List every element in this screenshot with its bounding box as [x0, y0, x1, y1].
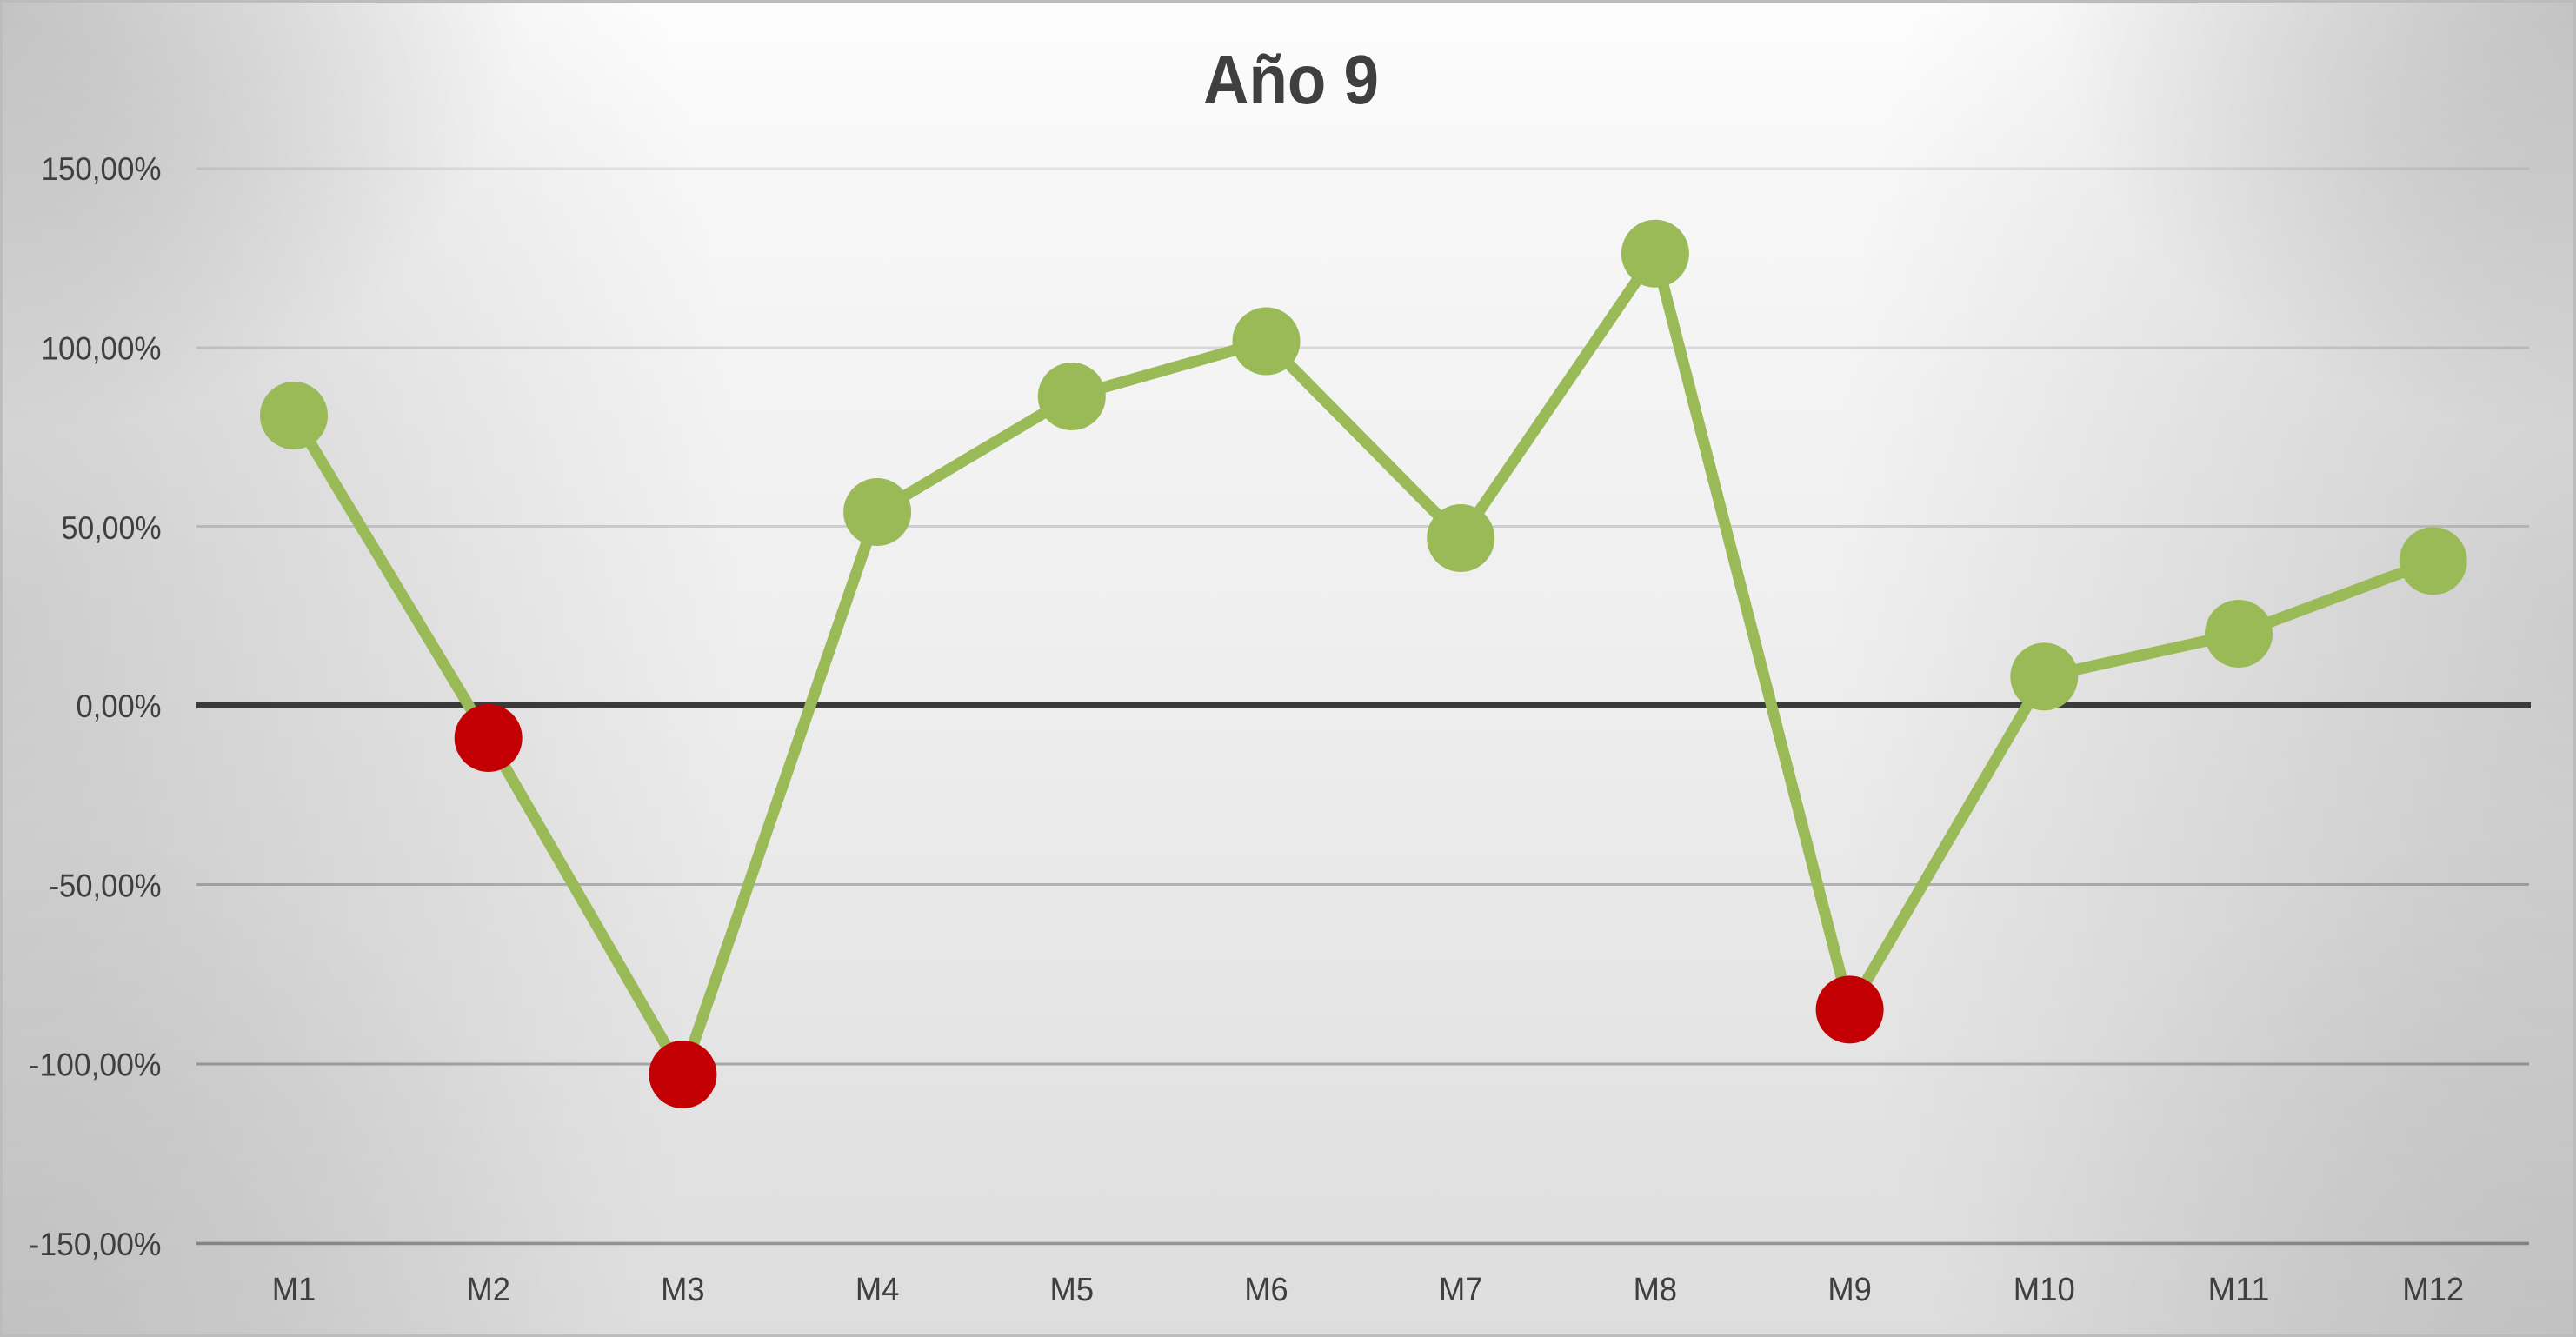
svg-text:-100,00%: -100,00% [30, 1048, 162, 1083]
svg-text:M2: M2 [466, 1272, 510, 1308]
svg-text:M3: M3 [661, 1272, 705, 1308]
svg-text:150,00%: 150,00% [42, 151, 162, 187]
svg-text:M7: M7 [1439, 1272, 1483, 1308]
svg-text:Año 9: Año 9 [1203, 41, 1379, 118]
svg-text:M12: M12 [2402, 1272, 2464, 1308]
svg-text:M8: M8 [1634, 1272, 1678, 1308]
svg-text:M1: M1 [272, 1272, 316, 1308]
svg-text:M11: M11 [2208, 1272, 2270, 1308]
svg-text:M5: M5 [1050, 1272, 1095, 1308]
svg-text:M9: M9 [1827, 1272, 1872, 1308]
svg-text:-50,00%: -50,00% [50, 868, 162, 903]
svg-text:M4: M4 [855, 1272, 900, 1308]
svg-text:M6: M6 [1244, 1272, 1288, 1308]
svg-text:-150,00%: -150,00% [30, 1227, 162, 1262]
svg-text:50,00%: 50,00% [62, 510, 162, 546]
svg-text:100,00%: 100,00% [42, 331, 162, 367]
svg-text:0,00%: 0,00% [77, 688, 162, 724]
svg-text:M10: M10 [2014, 1272, 2075, 1308]
